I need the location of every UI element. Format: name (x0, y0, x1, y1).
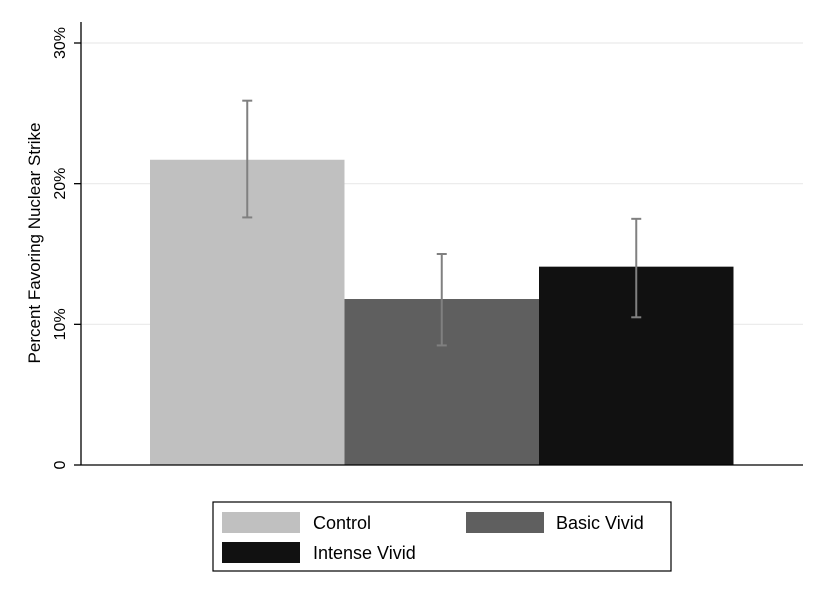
legend-label-control: Control (313, 513, 371, 533)
y-tick-label: 0 (52, 460, 69, 469)
error-bar-intense-vivid (631, 217, 642, 319)
legend-swatch-control (222, 512, 300, 533)
y-tick-label: 20% (52, 168, 69, 200)
y-axis-title: Percent Favoring Nuclear Strike (25, 123, 44, 364)
y-tick-label: 30% (52, 27, 69, 59)
axes (80, 22, 803, 466)
error-bar-control (242, 99, 253, 219)
y-ticks: 0 10% 20% 30% (52, 27, 81, 469)
legend-label-basic-vivid: Basic Vivid (556, 513, 644, 533)
error-bar-basic-vivid (436, 253, 447, 347)
y-tick-label: 10% (52, 308, 69, 340)
legend-swatch-basic-vivid (466, 512, 544, 533)
legend-swatch-intense-vivid (222, 542, 300, 563)
error-bars (242, 99, 642, 347)
legend-label-intense-vivid: Intense Vivid (313, 543, 416, 563)
legend: Control Basic Vivid Intense Vivid (212, 501, 672, 572)
